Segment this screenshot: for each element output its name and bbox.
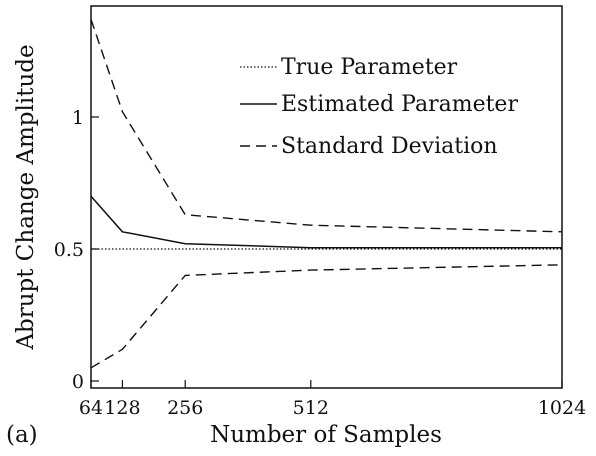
- tick-layer: 64 128 256 512 1024 0 0.5 1: [54, 107, 586, 419]
- series-line-lower-bound: [90, 264, 563, 369]
- y-tick-label: 0: [72, 371, 84, 393]
- y-tick-label: 1: [72, 107, 84, 129]
- series-layer: [90, 19, 563, 369]
- legend: True Parameter Estimated Parameter Standar…: [240, 55, 518, 159]
- x-tick-label: 1024: [538, 397, 586, 419]
- x-tick-label: 256: [167, 397, 203, 419]
- panel-label: (a): [6, 422, 38, 448]
- x-tick-label: 512: [293, 397, 329, 419]
- y-tick-label: 0.5: [54, 239, 84, 261]
- x-tick-label: 128: [104, 397, 140, 419]
- series-line-standard-deviation: [90, 19, 563, 233]
- x-axis-label: Number of Samples: [210, 422, 442, 448]
- series-line-estimated-parameter: [90, 195, 562, 249]
- x-tick-label: 64: [79, 397, 103, 419]
- legend-label: Standard Deviation: [281, 134, 498, 159]
- legend-label: True Parameter: [281, 55, 458, 80]
- legend-label: Estimated Parameter: [281, 92, 518, 117]
- y-axis-label: Abrupt Change Amplitude: [13, 44, 39, 350]
